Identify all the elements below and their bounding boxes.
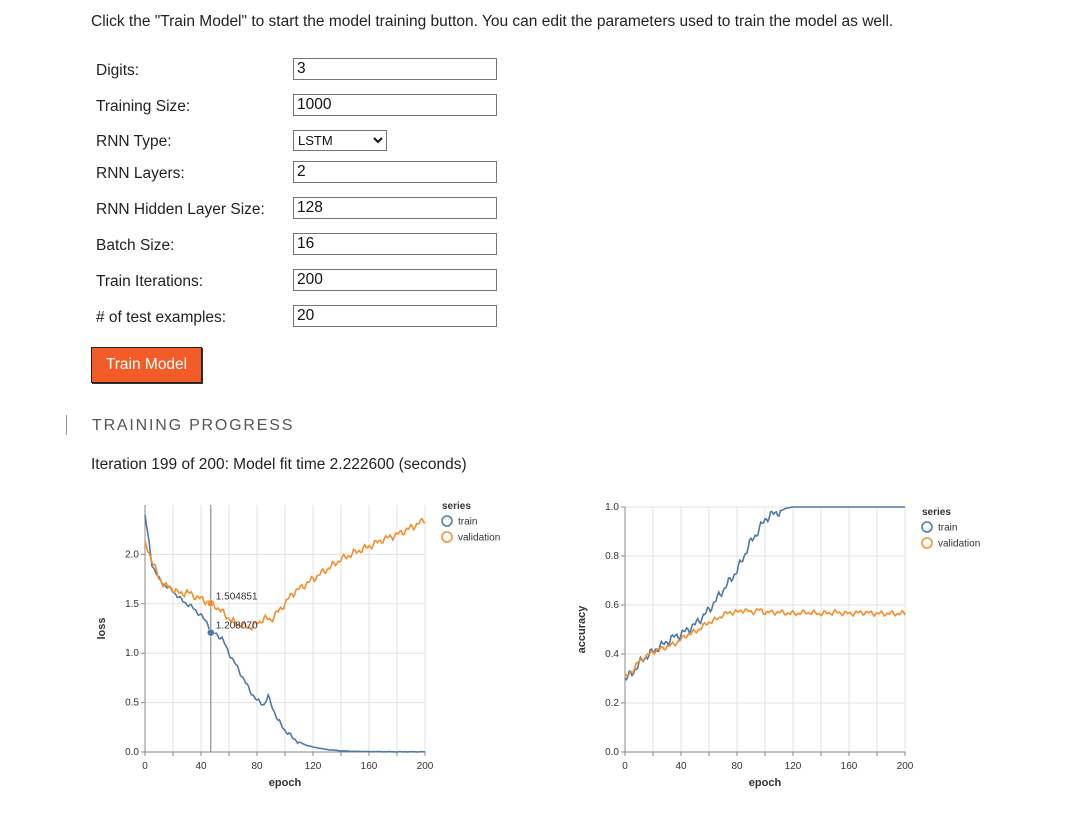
training-size-label: Training Size: [96,98,191,115]
test-examples-label: # of test examples: [96,309,227,326]
y-axis-title: accuracy [576,605,588,654]
rnn-layers-input[interactable] [293,161,497,183]
x-tick-label: 200 [897,761,914,772]
x-tick-label: 40 [675,761,687,772]
training-progress-heading: TRAINING PROGRESS [92,417,295,434]
y-tick-label: 2.0 [125,549,139,560]
y-tick-label: 1.5 [125,599,139,610]
legend-symbol-validation [441,531,453,543]
x-tick-label: 120 [785,761,802,772]
hover-value-label: 1.208070 [216,621,258,632]
series-line-validation [624,607,906,678]
x-tick-label: 160 [361,761,378,772]
y-tick-label: 1.0 [605,502,619,513]
y-tick-label: 0.6 [605,600,619,611]
x-tick-label: 120 [305,761,322,772]
hover-point-train [207,628,215,637]
series-line-train [624,506,905,681]
legend-title: series [442,501,471,512]
digits-label: Digits: [96,62,140,79]
y-tick-label: 0.0 [605,747,619,758]
x-axis-title: epoch [749,777,782,789]
train-model-button[interactable]: Train Model [91,347,202,383]
hover-value-label: 1.504851 [216,591,258,602]
train-iterations-input[interactable] [293,269,497,291]
legend-label-train: train [458,517,477,528]
rnn-type-select[interactable]: LSTM [293,130,387,151]
batch-size-label: Batch Size: [96,237,175,254]
x-tick-label: 200 [417,761,434,772]
y-tick-label: 0.5 [125,698,139,709]
y-axis-title: loss [96,617,108,639]
legend-symbol-validation [921,537,933,549]
legend-label-train: train [938,523,957,534]
legend-label-validation: validation [458,533,500,544]
series-line-validation [144,517,426,632]
instructions-text: Click the "Train Model" to start the mod… [91,13,894,30]
x-tick-label: 80 [731,761,743,772]
x-tick-label: 0 [622,761,628,772]
chart-loss: 0 40 80 120 160 200 0.0 0.5 1.0 1.5 2.0 epoch loss 1.… [96,501,500,789]
hidden-size-label: RNN Hidden Layer Size: [96,201,265,218]
y-tick-label: 0.0 [125,747,139,758]
digits-input[interactable] [293,58,497,80]
section-divider [66,415,67,435]
y-tick-label: 0.2 [605,698,619,709]
x-axis-title: epoch [269,777,302,789]
x-tick-label: 80 [251,761,263,772]
chart-legend: series train validation [441,501,500,544]
test-examples-input[interactable] [293,305,497,327]
training-status-text: Iteration 199 of 200: Model fit time 2.2… [91,456,467,473]
batch-size-input[interactable] [293,233,497,255]
y-tick-label: 0.4 [605,649,619,660]
y-tick-label: 0.8 [605,551,619,562]
training-size-input[interactable] [293,94,497,116]
hidden-size-input[interactable] [293,197,497,219]
x-tick-label: 0 [142,761,148,772]
legend-label-validation: validation [938,539,980,550]
x-tick-label: 160 [841,761,858,772]
chart-accuracy: 0 40 80 120 160 200 0.0 0.2 0.4 0.6 0.8 1.0 epoch acc… [576,502,980,789]
rnn-layers-label: RNN Layers: [96,165,185,182]
legend-symbol-train [441,515,453,527]
y-tick-label: 1.0 [125,648,139,659]
hover-point-validation [207,599,215,608]
rnn-type-label: RNN Type: [96,133,172,150]
chart-legend: series train validation [921,507,980,550]
train-iterations-label: Train Iterations: [96,273,204,290]
legend-symbol-train [921,521,933,533]
series-line-train [144,514,426,753]
legend-title: series [922,507,951,518]
x-tick-label: 40 [195,761,207,772]
